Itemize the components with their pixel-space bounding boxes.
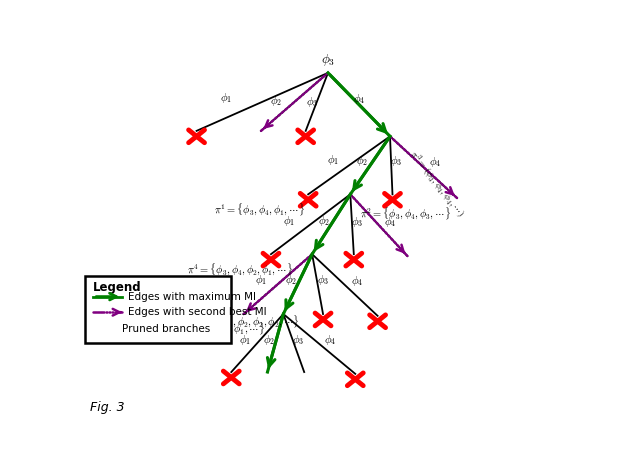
FancyBboxPatch shape xyxy=(85,276,231,343)
Text: $\pi^2 = \{\phi_3, \phi_4, \phi_3, \cdots\}$: $\pi^2 = \{\phi_3, \phi_4, \phi_3, \cdot… xyxy=(360,205,451,222)
Text: $\pi^4 = \{\phi_3, \phi_4, \phi_2, \phi_1, \cdots\}$: $\pi^4 = \{\phi_3, \phi_4, \phi_2, \phi_… xyxy=(187,261,293,278)
Text: $\phi_3$: $\phi_3$ xyxy=(390,154,402,168)
Text: $\phi_2$: $\phi_2$ xyxy=(270,94,282,108)
Text: $\pi^{opt} = \{\phi_3, \phi_4, \phi_2, \phi_2, \phi_2, \cdots\}$: $\pi^{opt} = \{\phi_3, \phi_4, \phi_2, \… xyxy=(172,314,300,330)
Text: $\pi^1 = \{\phi_3, \phi_4, \phi_1, \cdots\}$: $\pi^1 = \{\phi_3, \phi_4, \phi_1, \cdot… xyxy=(214,202,305,218)
Text: $\phi_3$: $\phi_3$ xyxy=(317,273,329,287)
Text: $\pi^3 = (\phi_3, \phi_4, \phi_4, \cdots)$: $\pi^3 = (\phi_3, \phi_4, \phi_4, \cdots… xyxy=(405,147,467,221)
Text: $\phi_4$: $\phi_4$ xyxy=(429,154,441,169)
Text: Legend: Legend xyxy=(92,281,141,294)
Text: Pruned branches: Pruned branches xyxy=(122,324,210,333)
Text: $\phi_2$: $\phi_2$ xyxy=(264,333,275,347)
Text: $\phi_3$: $\phi_3$ xyxy=(351,215,363,229)
Text: $\phi_4$: $\phi_4$ xyxy=(353,92,365,106)
Text: Fig. 3: Fig. 3 xyxy=(90,401,125,414)
Text: $\phi_1$: $\phi_1$ xyxy=(255,273,267,287)
Text: $\phi_3$: $\phi_3$ xyxy=(321,52,335,68)
Text: $\phi_4$: $\phi_4$ xyxy=(384,214,396,228)
Text: $\phi_4$: $\phi_4$ xyxy=(324,333,337,347)
Text: Edges with maximum MI: Edges with maximum MI xyxy=(128,292,256,301)
Text: $\phi_2$: $\phi_2$ xyxy=(285,273,297,287)
Text: $\phi_1$: $\phi_1$ xyxy=(220,91,232,105)
Text: $\phi_4$: $\phi_4$ xyxy=(351,274,363,288)
Text: $\phi_1$: $\phi_1$ xyxy=(327,153,339,167)
Text: $\phi_1$: $\phi_1$ xyxy=(284,214,295,228)
Text: Edges with second best MI: Edges with second best MI xyxy=(128,307,267,317)
Text: $\phi_3$: $\phi_3$ xyxy=(306,95,318,109)
Text: $\phi_2$: $\phi_2$ xyxy=(318,214,330,228)
Text: $\phi_1$: $\phi_1$ xyxy=(239,333,251,347)
Text: $\phi_2$: $\phi_2$ xyxy=(356,154,368,168)
Text: $\pi^5 = \{\phi_3, \phi_4, \phi_2, \phi_2, \phi_1, \cdots\}$: $\pi^5 = \{\phi_3, \phi_4, \phi_2, \phi_… xyxy=(145,321,266,337)
Text: $\phi_3$: $\phi_3$ xyxy=(292,333,305,347)
